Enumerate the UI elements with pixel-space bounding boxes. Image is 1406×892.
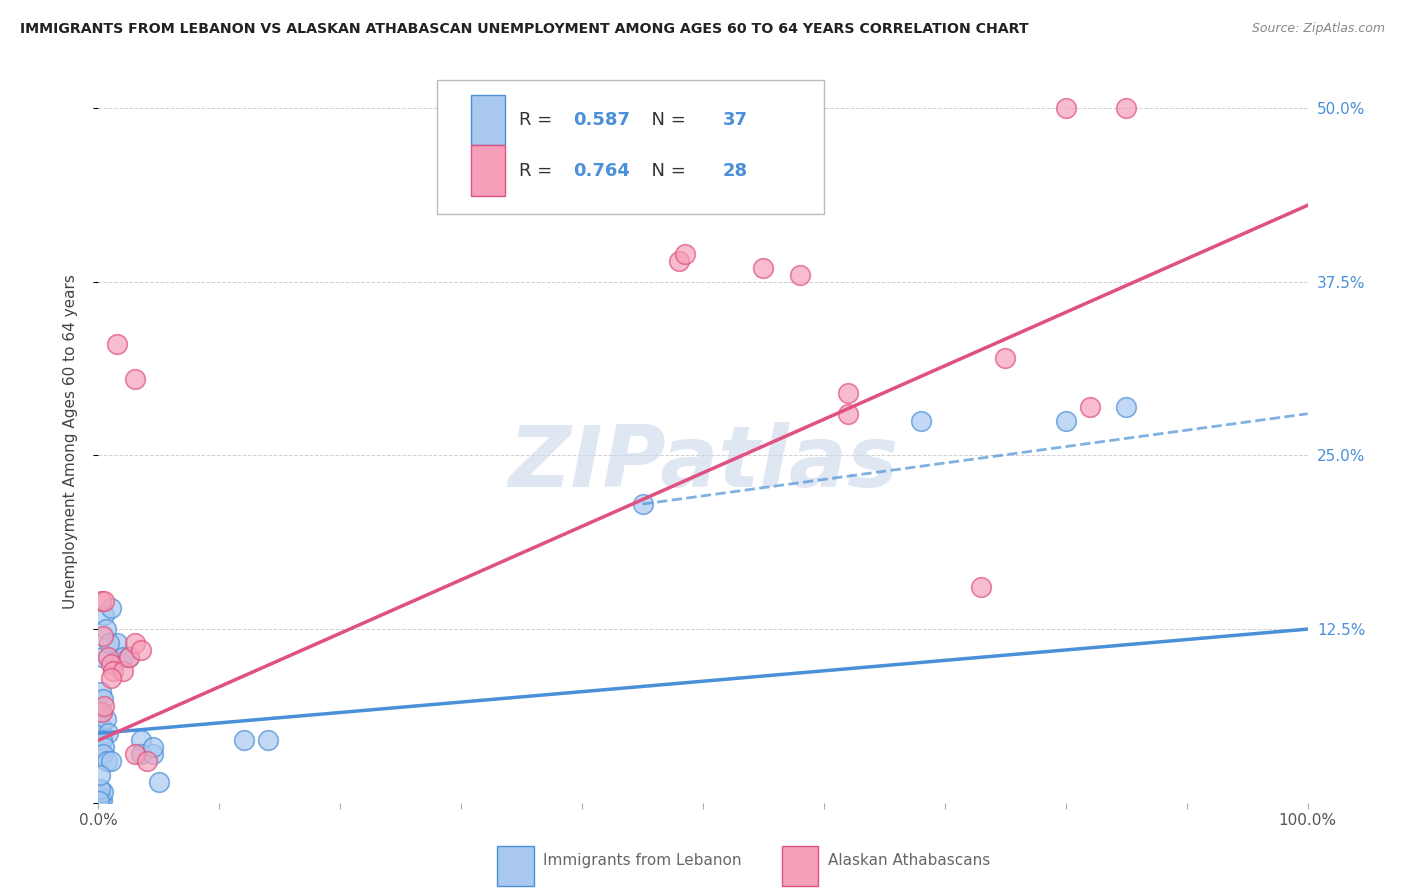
Point — [129, 733, 152, 747]
Point — [91, 649, 114, 664]
Point — [91, 793, 114, 807]
Point — [98, 636, 121, 650]
FancyBboxPatch shape — [437, 80, 824, 214]
Point — [142, 747, 165, 761]
Point — [673, 247, 696, 261]
Point — [94, 713, 117, 727]
Point — [93, 740, 115, 755]
Text: Alaskan Athabascans: Alaskan Athabascans — [828, 853, 990, 868]
Text: 0.764: 0.764 — [574, 161, 630, 179]
Text: 0.587: 0.587 — [574, 111, 631, 129]
Text: Immigrants from Lebanon: Immigrants from Lebanon — [543, 853, 742, 868]
Point — [87, 794, 110, 808]
Point — [93, 698, 115, 713]
Point — [89, 706, 111, 720]
Point — [1054, 414, 1077, 428]
Point — [111, 664, 134, 678]
Point — [97, 649, 120, 664]
Text: 28: 28 — [723, 161, 748, 179]
Point — [1078, 400, 1101, 414]
Point — [89, 768, 111, 782]
Point — [90, 684, 112, 698]
Point — [105, 636, 128, 650]
Point — [124, 636, 146, 650]
Point — [91, 733, 114, 747]
Point — [837, 385, 859, 400]
Text: R =: R = — [519, 111, 558, 129]
Point — [994, 351, 1017, 366]
Point — [135, 754, 157, 768]
Point — [1054, 101, 1077, 115]
Point — [256, 733, 278, 747]
Point — [100, 671, 122, 685]
Text: N =: N = — [640, 161, 692, 179]
Point — [1115, 101, 1137, 115]
Point — [101, 664, 124, 678]
Point — [1115, 400, 1137, 414]
Point — [93, 594, 115, 608]
Point — [118, 649, 141, 664]
Point — [970, 581, 993, 595]
Point — [91, 785, 114, 799]
Point — [752, 260, 775, 275]
Point — [91, 629, 114, 643]
Point — [91, 691, 114, 706]
Point — [97, 726, 120, 740]
Point — [789, 268, 811, 282]
Point — [100, 754, 122, 768]
Text: N =: N = — [640, 111, 692, 129]
Point — [90, 594, 112, 608]
Point — [89, 781, 111, 796]
Point — [837, 407, 859, 421]
Text: ZIPatlas: ZIPatlas — [508, 422, 898, 505]
FancyBboxPatch shape — [498, 847, 534, 886]
Point — [910, 414, 932, 428]
Point — [90, 719, 112, 733]
Y-axis label: Unemployment Among Ages 60 to 64 years: Unemployment Among Ages 60 to 64 years — [63, 274, 77, 609]
Point — [105, 337, 128, 351]
FancyBboxPatch shape — [471, 145, 505, 196]
Point — [124, 747, 146, 761]
Text: IMMIGRANTS FROM LEBANON VS ALASKAN ATHABASCAN UNEMPLOYMENT AMONG AGES 60 TO 64 Y: IMMIGRANTS FROM LEBANON VS ALASKAN ATHAB… — [20, 22, 1028, 37]
Point — [129, 643, 152, 657]
Point — [89, 789, 111, 803]
Point — [90, 791, 112, 805]
Point — [148, 775, 170, 789]
Point — [124, 372, 146, 386]
Point — [91, 747, 114, 761]
Text: 37: 37 — [723, 111, 748, 129]
Point — [129, 747, 152, 761]
Point — [93, 608, 115, 623]
Point — [111, 649, 134, 664]
Point — [96, 754, 118, 768]
Text: R =: R = — [519, 161, 558, 179]
Point — [118, 649, 141, 664]
Point — [631, 497, 654, 511]
FancyBboxPatch shape — [782, 847, 818, 886]
Point — [232, 733, 254, 747]
Point — [91, 706, 114, 720]
Text: Source: ZipAtlas.com: Source: ZipAtlas.com — [1251, 22, 1385, 36]
Point — [100, 601, 122, 615]
Point — [668, 253, 690, 268]
Point — [142, 740, 165, 755]
Point — [94, 622, 117, 636]
Point — [100, 657, 122, 671]
FancyBboxPatch shape — [471, 95, 505, 145]
